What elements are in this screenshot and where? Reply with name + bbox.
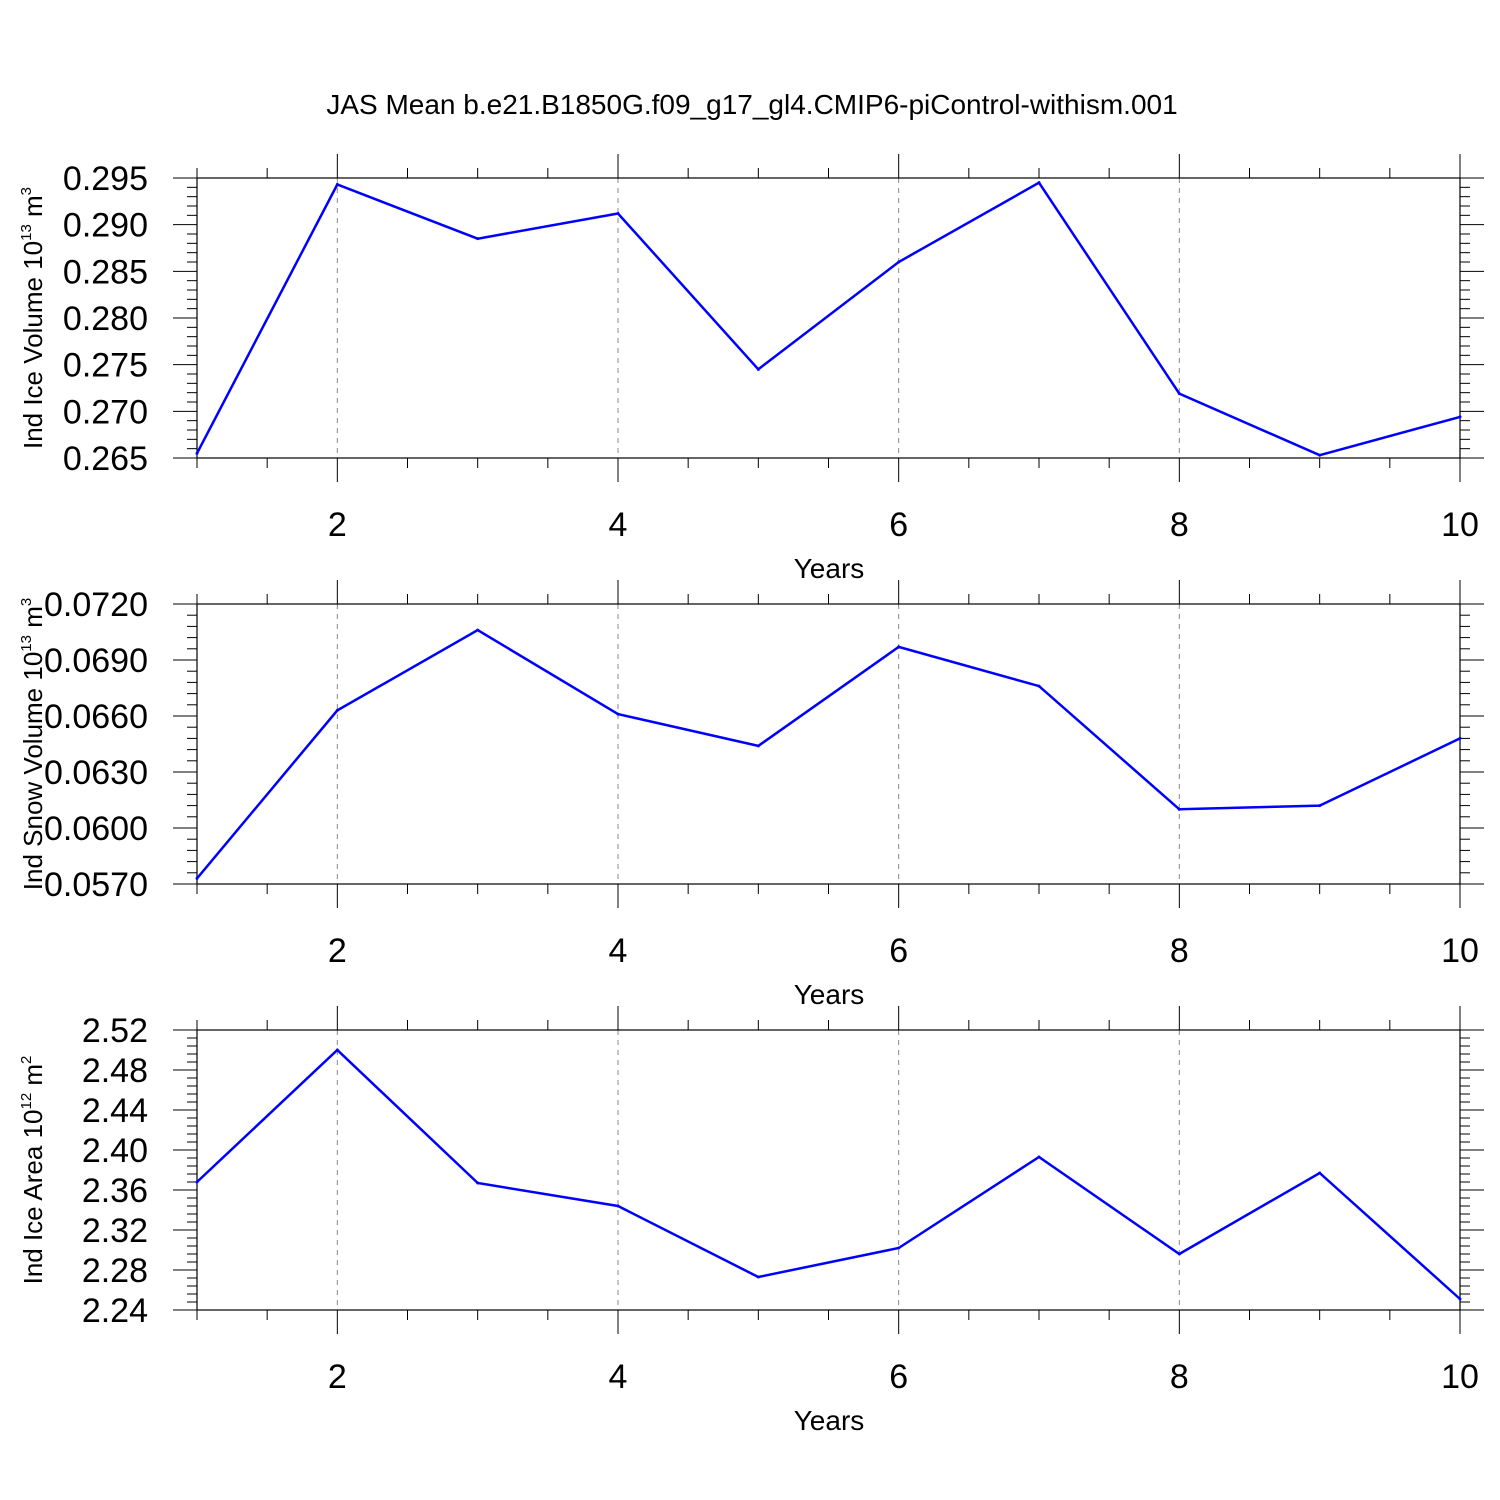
data-point: [476, 1181, 480, 1185]
y-tick-label: 0.280: [63, 300, 148, 338]
y-tick-label: 2.24: [82, 1292, 148, 1330]
data-point: [1318, 453, 1322, 457]
y-tick-label: 0.275: [63, 347, 148, 385]
data-point: [1177, 392, 1181, 396]
y-tick-label: 2.40: [82, 1132, 148, 1170]
plot-frame: [196, 1029, 1461, 1311]
y-tick-label: 0.285: [63, 253, 148, 291]
data-point: [335, 1048, 339, 1052]
data-point: [195, 1180, 199, 1184]
data-point: [1458, 415, 1462, 419]
y-tick-label: 0.0660: [44, 698, 148, 736]
panel-2: 0.0570 0.0600 0.0630 0.0660 0.0690 0.0720 2 4 6 8…: [18, 580, 1484, 1010]
x-tick-label: 4: [609, 506, 628, 544]
data-point: [476, 237, 480, 241]
data-point: [1177, 807, 1181, 811]
data-point: [476, 628, 480, 632]
plot-frame: [196, 603, 1461, 885]
x-tick-label: 2: [328, 506, 347, 544]
y-tick-label: 0.0600: [44, 810, 148, 848]
y-axis-label: Ind Snow Volume 1013 m3: [18, 598, 48, 890]
x-tick-label: 10: [1441, 1358, 1479, 1396]
data-point: [1177, 1252, 1181, 1256]
y-axis-label: Ind Ice Area 1012 m2: [18, 1056, 48, 1285]
panel-3: 2.242.282.322.362.402.442.482.52 2 4 6 8 10 Ye…: [18, 1006, 1484, 1436]
data-point: [1037, 181, 1041, 185]
data-point: [897, 1246, 901, 1250]
data-point: [1458, 736, 1462, 740]
data-point: [1318, 1171, 1322, 1175]
data-point: [335, 183, 339, 187]
y-tick-label: 2.36: [82, 1172, 148, 1210]
x-tick-label: 4: [609, 932, 628, 970]
y-tick-label: 2.32: [82, 1212, 148, 1250]
x-tick-label: 8: [1170, 1358, 1189, 1396]
data-point: [756, 1275, 760, 1279]
x-tick-label: 8: [1170, 506, 1189, 544]
y-tick-label: 0.295: [63, 160, 148, 198]
data-point: [195, 876, 199, 880]
data-point: [1037, 1155, 1041, 1159]
y-tick-label: 0.0630: [44, 754, 148, 792]
plot-frame: [196, 177, 1461, 459]
panel-1: 0.265 0.270 0.275 0.280 0.285 0.290 0.295 2 4 6 8 1…: [18, 154, 1484, 584]
x-tick-label: 8: [1170, 932, 1189, 970]
data-point: [616, 211, 620, 215]
y-tick-label: 0.0570: [44, 866, 148, 904]
x-axis-label: Years: [794, 553, 865, 584]
series-line: [195, 181, 1461, 457]
data-point: [1037, 684, 1041, 688]
series-line: [196, 1048, 1461, 1300]
x-tick-label: 10: [1441, 932, 1479, 970]
data-point: [1318, 804, 1322, 808]
y-tick-label: 0.0720: [44, 586, 148, 624]
x-tick-label: 6: [889, 506, 908, 544]
data-point: [1458, 1297, 1462, 1301]
data-point: [616, 1204, 620, 1208]
x-tick-label: 6: [889, 932, 908, 970]
y-tick-label: 0.290: [63, 207, 148, 245]
y-tick-label: 2.44: [82, 1092, 148, 1130]
x-axis-label: Years: [794, 1405, 865, 1436]
data-point: [616, 712, 620, 716]
data-point: [195, 451, 199, 455]
y-axis-label: Ind Ice Volume 1013 m3: [18, 187, 48, 449]
data-point: [756, 367, 760, 371]
data-point: [897, 260, 901, 264]
x-tick-label: 2: [328, 1358, 347, 1396]
x-tick-label: 2: [328, 932, 347, 970]
y-tick-label: 2.28: [82, 1252, 148, 1290]
figure-title: JAS Mean b.e21.B1850G.f09_g17_gl4.CMIP6-…: [326, 89, 1177, 120]
y-tick-label: 2.52: [82, 1012, 148, 1050]
x-tick-label: 10: [1441, 506, 1479, 544]
data-point: [756, 744, 760, 748]
y-tick-label: 0.0690: [44, 642, 148, 680]
x-axis-label: Years: [794, 979, 865, 1010]
x-tick-label: 4: [609, 1358, 628, 1396]
series-line: [196, 628, 1461, 880]
y-tick-label: 0.265: [63, 440, 148, 478]
y-tick-label: 0.270: [63, 393, 148, 431]
data-point: [897, 645, 901, 649]
y-tick-label: 2.48: [82, 1052, 148, 1090]
x-tick-label: 6: [889, 1358, 908, 1396]
data-point: [335, 708, 339, 712]
